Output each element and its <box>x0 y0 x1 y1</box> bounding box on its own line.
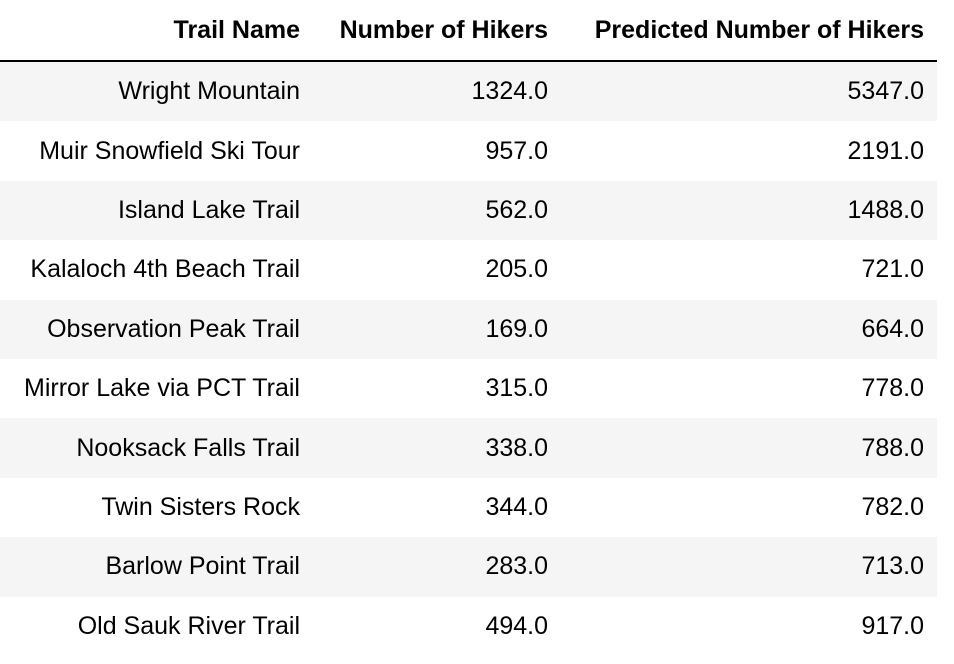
cell-trail-name: Muir Snowfield Ski Tour <box>0 121 313 181</box>
table-row: Kalaloch 4th Beach Trail 205.0 721.0 <box>0 240 937 300</box>
cell-number-of-hikers: 957.0 <box>313 121 561 181</box>
column-header-predicted-number-of-hikers: Predicted Number of Hikers <box>561 0 937 62</box>
table-row: Old Sauk River Trail 494.0 917.0 <box>0 596 937 656</box>
cell-trail-name: Mirror Lake via PCT Trail <box>0 358 313 419</box>
cell-number-of-hikers: 562.0 <box>313 180 561 241</box>
table-header: Trail Name Number of Hikers Predicted Nu… <box>0 0 937 62</box>
cell-trail-name: Wright Mountain <box>0 61 313 122</box>
dataframe-table-container: Trail Name Number of Hikers Predicted Nu… <box>0 0 937 656</box>
table-row: Muir Snowfield Ski Tour 957.0 2191.0 <box>0 121 937 181</box>
cell-predicted-number-of-hikers: 917.0 <box>561 596 937 656</box>
cell-trail-name: Barlow Point Trail <box>0 537 313 597</box>
table-row: Wright Mountain 1324.0 5347.0 <box>0 61 937 122</box>
cell-number-of-hikers: 1324.0 <box>313 61 561 122</box>
cell-number-of-hikers: 344.0 <box>313 477 561 538</box>
cell-predicted-number-of-hikers: 5347.0 <box>561 61 937 122</box>
cell-predicted-number-of-hikers: 2191.0 <box>561 121 937 181</box>
table-row: Twin Sisters Rock 344.0 782.0 <box>0 477 937 538</box>
cell-number-of-hikers: 494.0 <box>313 596 561 656</box>
column-header-number-of-hikers: Number of Hikers <box>313 0 561 62</box>
table-body: Wright Mountain 1324.0 5347.0 Muir Snowf… <box>0 61 937 656</box>
header-row: Trail Name Number of Hikers Predicted Nu… <box>0 0 937 62</box>
table-row: Observation Peak Trail 169.0 664.0 <box>0 299 937 359</box>
dataframe-table: Trail Name Number of Hikers Predicted Nu… <box>0 0 937 656</box>
cell-number-of-hikers: 315.0 <box>313 358 561 419</box>
cell-trail-name: Nooksack Falls Trail <box>0 418 313 478</box>
cell-predicted-number-of-hikers: 721.0 <box>561 240 937 300</box>
cell-predicted-number-of-hikers: 778.0 <box>561 358 937 419</box>
table-row: Barlow Point Trail 283.0 713.0 <box>0 537 937 597</box>
cell-trail-name: Twin Sisters Rock <box>0 477 313 538</box>
cell-trail-name: Island Lake Trail <box>0 180 313 241</box>
cell-number-of-hikers: 169.0 <box>313 299 561 359</box>
table-row: Island Lake Trail 562.0 1488.0 <box>0 180 937 241</box>
cell-number-of-hikers: 283.0 <box>313 537 561 597</box>
cell-predicted-number-of-hikers: 782.0 <box>561 477 937 538</box>
cell-trail-name: Kalaloch 4th Beach Trail <box>0 240 313 300</box>
cell-trail-name: Old Sauk River Trail <box>0 596 313 656</box>
cell-number-of-hikers: 338.0 <box>313 418 561 478</box>
cell-predicted-number-of-hikers: 1488.0 <box>561 180 937 241</box>
cell-number-of-hikers: 205.0 <box>313 240 561 300</box>
cell-predicted-number-of-hikers: 664.0 <box>561 299 937 359</box>
cell-predicted-number-of-hikers: 713.0 <box>561 537 937 597</box>
cell-trail-name: Observation Peak Trail <box>0 299 313 359</box>
table-row: Nooksack Falls Trail 338.0 788.0 <box>0 418 937 478</box>
cell-predicted-number-of-hikers: 788.0 <box>561 418 937 478</box>
column-header-trail-name: Trail Name <box>0 0 313 62</box>
table-row: Mirror Lake via PCT Trail 315.0 778.0 <box>0 358 937 419</box>
